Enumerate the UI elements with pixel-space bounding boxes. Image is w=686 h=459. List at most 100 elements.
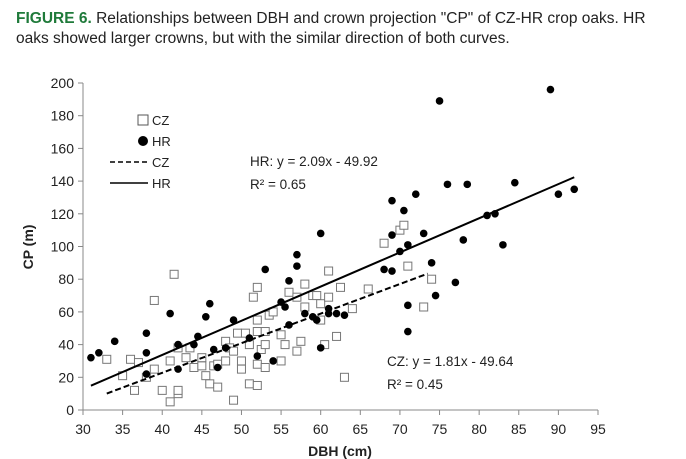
hr-point xyxy=(209,345,218,354)
hr-point xyxy=(570,185,579,194)
cz-point xyxy=(130,385,139,395)
cz-point xyxy=(240,328,250,338)
cz-point xyxy=(292,346,302,356)
cz-point xyxy=(229,346,239,356)
cz-point xyxy=(233,328,242,338)
cz-point xyxy=(126,354,136,364)
cz-point xyxy=(181,353,191,363)
cz-point xyxy=(379,238,389,248)
hr-point xyxy=(166,309,174,318)
cz-point xyxy=(157,385,167,395)
hr-point xyxy=(301,309,309,318)
hr-point xyxy=(380,265,388,274)
x-tick-label: 85 xyxy=(511,421,527,437)
hr-point xyxy=(400,206,408,215)
hr-point xyxy=(459,236,468,244)
cz-point xyxy=(173,385,183,395)
legend-cz-marker xyxy=(137,114,149,126)
hr-point xyxy=(229,316,238,324)
caption-text: Relationships between DBH and crown proj… xyxy=(16,10,646,47)
hr-point xyxy=(285,277,293,285)
cz-point xyxy=(332,331,342,341)
cz-point xyxy=(102,354,112,364)
hr-point xyxy=(388,196,396,205)
hr-point xyxy=(435,97,444,105)
cz-point xyxy=(197,361,207,371)
hr-point xyxy=(340,311,349,319)
cz-point xyxy=(252,327,262,337)
hr-point xyxy=(261,265,270,274)
x-tick-label: 65 xyxy=(353,421,369,437)
x-axis-label: DBH (cm) xyxy=(308,443,372,459)
cz-point xyxy=(252,315,262,325)
y-tick-label: 120 xyxy=(51,206,75,222)
cz-point xyxy=(324,292,334,302)
hr-point xyxy=(419,229,428,238)
cz-point xyxy=(252,380,262,390)
cz-point xyxy=(260,362,270,372)
hr-point xyxy=(427,259,436,267)
legend-hr-marker xyxy=(138,136,148,146)
hr-point xyxy=(546,85,555,94)
legend-cz-label: CZ xyxy=(152,113,169,128)
cz-point xyxy=(336,282,345,292)
hr-point xyxy=(205,299,214,308)
x-tick-label: 30 xyxy=(75,421,91,437)
cz-point xyxy=(427,274,437,284)
x-tick-label: 35 xyxy=(115,421,131,437)
hr-point xyxy=(388,267,396,275)
hr-point xyxy=(316,344,325,352)
hr-point xyxy=(431,291,440,300)
hr-point xyxy=(202,313,210,321)
figure-label: FIGURE 6. xyxy=(16,10,92,27)
legend-hr-line-label: HR xyxy=(152,176,171,191)
cz-point xyxy=(312,291,322,301)
hr-point xyxy=(511,178,519,187)
cz-point xyxy=(248,292,258,302)
hr-point xyxy=(293,262,301,270)
hr-point xyxy=(293,250,301,259)
legend-hr-label: HR xyxy=(152,134,171,149)
hr-point xyxy=(388,231,396,239)
hr-point xyxy=(316,229,325,238)
y-tick-label: 0 xyxy=(66,402,74,418)
hr-r2: R² = 0.65 xyxy=(250,177,306,192)
cz-point xyxy=(236,364,246,374)
cz-point xyxy=(347,304,357,314)
hr-point xyxy=(221,344,230,352)
hr-point xyxy=(451,278,460,287)
hr-point xyxy=(443,180,452,189)
cz-point xyxy=(296,336,306,346)
cz-point xyxy=(149,364,159,374)
y-tick-label: 100 xyxy=(51,239,75,255)
legend-cz-line-label: CZ xyxy=(152,155,169,170)
cz-point xyxy=(229,395,239,405)
y-tick-label: 140 xyxy=(51,173,75,189)
y-tick-label: 80 xyxy=(58,271,74,287)
hr-point xyxy=(404,241,412,249)
cz-point xyxy=(165,356,175,366)
figure-caption: FIGURE 6. Relationships between DBH and … xyxy=(16,9,676,49)
cz-point xyxy=(169,269,179,279)
hr-point xyxy=(142,348,151,357)
cz-point xyxy=(221,356,231,366)
x-tick-label: 95 xyxy=(590,421,606,437)
y-tick-label: 180 xyxy=(51,108,75,124)
cz-point xyxy=(399,220,409,230)
cz-point xyxy=(244,379,254,389)
hr-point xyxy=(499,241,507,249)
x-tick-label: 60 xyxy=(313,421,329,437)
cz-point xyxy=(260,340,270,350)
hr-equation: HR: y = 2.09x - 49.92 xyxy=(250,154,378,169)
hr-point xyxy=(253,352,262,360)
cz-point xyxy=(149,295,159,305)
cz-point xyxy=(316,299,326,309)
hr-point xyxy=(411,190,420,198)
cz-point xyxy=(213,382,223,392)
cz-point xyxy=(363,284,373,294)
hr-point xyxy=(142,329,151,337)
x-tick-label: 55 xyxy=(273,421,289,437)
hr-point xyxy=(404,301,412,310)
hr-point xyxy=(312,316,321,324)
hr-point xyxy=(142,370,151,378)
